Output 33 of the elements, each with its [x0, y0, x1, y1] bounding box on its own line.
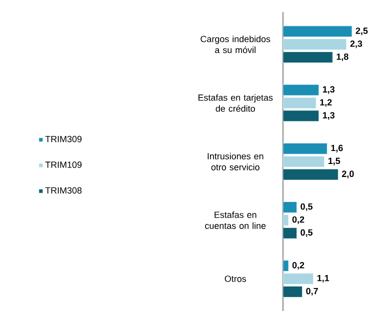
- legend-label: TRIM109: [45, 162, 82, 168]
- bar: [283, 38, 347, 50]
- y-tick-label: Estafas en tarjetas de crédito: [198, 94, 273, 112]
- y-tick-label: Otros: [224, 276, 246, 282]
- y-tick-label: Cargos indebidos a su móvil: [200, 36, 270, 54]
- data-label: 2,3: [350, 40, 362, 48]
- data-label: 0,2: [292, 216, 304, 224]
- bar: [283, 202, 297, 213]
- legend-label: TRIM309: [45, 136, 82, 142]
- bar: [283, 168, 338, 180]
- data-label: 1,6: [331, 144, 343, 152]
- bar: [283, 286, 303, 298]
- data-label: 1,8: [336, 53, 348, 62]
- data-label: 1,5: [328, 158, 340, 166]
- bar: [283, 228, 297, 239]
- data-label: 1,2: [320, 99, 332, 107]
- data-label: 1,3: [322, 112, 335, 120]
- data-label: 2,0: [342, 170, 354, 178]
- bar: [283, 26, 352, 38]
- data-label: 0,7: [306, 288, 318, 296]
- data-label: 1,1: [317, 274, 330, 283]
- data-label: 0,5: [300, 229, 313, 237]
- bar: [283, 142, 328, 154]
- bar: [283, 273, 314, 284]
- data-label: 1,3: [322, 86, 335, 94]
- bar: [283, 97, 316, 109]
- y-tick-label: Intrusiones en otro servicio: [208, 152, 264, 170]
- data-label: 0,2: [292, 262, 304, 270]
- data-label: 2,5: [356, 28, 368, 36]
- legend-label: TRIM308: [45, 187, 82, 194]
- data-label: 0,5: [300, 203, 313, 212]
- bar: [283, 52, 333, 63]
- y-tick-label: Estafas en cuentas on line: [205, 211, 266, 229]
